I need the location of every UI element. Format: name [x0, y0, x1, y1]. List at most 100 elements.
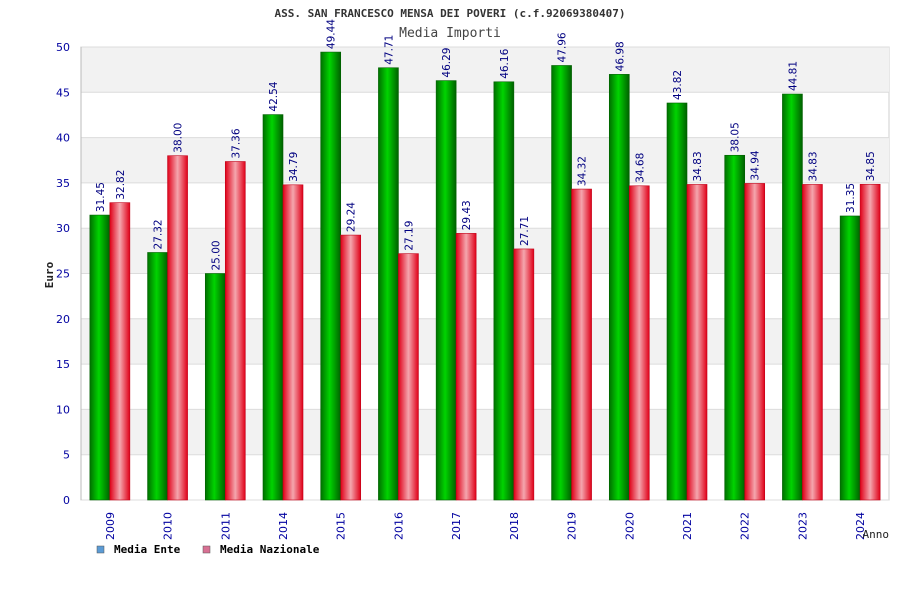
- bar-media-nazionale-2014: [282, 184, 304, 501]
- y-tick-label: 15: [56, 358, 70, 371]
- bar-media-nazionale-2021: [686, 184, 708, 501]
- bar-media-ente-2014: [262, 114, 284, 501]
- x-tick-label-2011: 2011: [219, 512, 232, 540]
- bar-media-nazionale-2020: [628, 185, 650, 501]
- value-label-media-nazionale-2023: 34.83: [807, 151, 819, 181]
- x-tick-label-2016: 2016: [392, 512, 405, 540]
- bar-media-nazionale-2015: [340, 234, 362, 501]
- bar-media-nazionale-2018: [513, 248, 535, 501]
- bar-media-ente-2020: [608, 74, 630, 501]
- value-label-media-nazionale-2010: 38.00: [173, 123, 185, 153]
- value-label-media-nazionale-2021: 34.83: [692, 151, 704, 181]
- grid-band: [81, 47, 889, 93]
- bars: [89, 51, 881, 501]
- value-label-media-ente-2015: 49.44: [326, 19, 338, 49]
- x-tick-label-2024: 2024: [854, 512, 867, 540]
- value-label-media-nazionale-2017: 29.43: [461, 200, 473, 230]
- y-tick-label: 5: [63, 449, 70, 462]
- bar-media-nazionale-2023: [802, 184, 823, 501]
- y-axis-label: Euro: [43, 261, 56, 288]
- grid-band: [81, 137, 889, 183]
- bar-media-nazionale-2024: [859, 183, 881, 501]
- x-axis-ticks: 2009 2010 2011 2014 2015 2016 2017 2018 2019 2020…: [104, 512, 867, 540]
- bar-media-ente-2019: [551, 65, 572, 501]
- y-tick-label: 40: [56, 132, 70, 145]
- y-axis-ticks: 0 5 10 15 20 25 30 35 40 45 50: [56, 41, 70, 507]
- y-tick-label: 45: [56, 86, 70, 99]
- x-tick-label-2015: 2015: [335, 512, 348, 540]
- bar-media-nazionale-2022: [744, 183, 766, 501]
- value-label-media-nazionale-2014: 34.79: [288, 152, 300, 182]
- legend-label-media-ente: Media Ente: [114, 543, 181, 556]
- value-label-media-ente-2023: 44.81: [787, 61, 799, 91]
- value-label-media-ente-2017: 46.29: [441, 48, 453, 78]
- y-tick-label: 25: [56, 268, 70, 281]
- bar-media-ente-2021: [666, 102, 688, 501]
- grid-band: [81, 409, 889, 455]
- bar-media-ente-2009: [89, 214, 111, 501]
- x-tick-label-2022: 2022: [739, 512, 752, 540]
- y-tick-label: 50: [56, 41, 70, 54]
- x-tick-label-2017: 2017: [450, 512, 463, 540]
- x-tick-label-2020: 2020: [623, 512, 636, 540]
- value-label-media-ente-2018: 46.16: [499, 48, 511, 78]
- bar-media-nazionale-2019: [571, 188, 592, 501]
- x-tick-label-2014: 2014: [277, 512, 290, 540]
- bar-media-nazionale-2016: [398, 253, 419, 501]
- bar-media-ente-2022: [724, 154, 746, 501]
- y-tick-label: 10: [56, 403, 70, 416]
- value-label-media-nazionale-2009: 32.82: [115, 170, 127, 200]
- value-label-media-nazionale-2020: 34.68: [634, 153, 646, 183]
- value-label-media-ente-2014: 42.54: [268, 81, 280, 111]
- chart-title: ASS. SAN FRANCESCO MENSA DEI POVERI (c.f…: [275, 7, 626, 20]
- value-label-media-ente-2011: 25.00: [210, 240, 222, 270]
- value-label-media-ente-2022: 38.05: [730, 122, 742, 152]
- x-tick-label-2010: 2010: [162, 512, 175, 540]
- bar-media-nazionale-2017: [455, 233, 477, 501]
- value-label-media-nazionale-2024: 34.85: [865, 151, 877, 181]
- bar-media-ente-2023: [782, 93, 803, 501]
- value-label-media-nazionale-2016: 27.19: [403, 221, 415, 251]
- grid-band: [81, 228, 889, 274]
- chart-subtitle: Media Importi: [399, 26, 501, 41]
- value-label-media-ente-2021: 43.82: [672, 70, 684, 100]
- bar-media-ente-2010: [147, 252, 168, 501]
- bar-media-nazionale-2009: [109, 202, 131, 501]
- value-label-media-ente-2016: 47.71: [383, 35, 395, 65]
- legend-swatch-media-nazionale: [202, 545, 211, 554]
- value-label-media-ente-2010: 27.32: [153, 219, 165, 249]
- legend: Media Ente Media Nazionale: [96, 543, 320, 556]
- value-labels: 31.45 32.82 27.32 38.00 25.00 37.36 42.54 34.79…: [95, 19, 877, 271]
- bar-media-ente-2016: [378, 67, 399, 501]
- x-tick-label-2019: 2019: [566, 512, 579, 540]
- bar-media-ente-2011: [204, 273, 226, 501]
- value-label-media-nazionale-2019: 34.32: [577, 156, 589, 186]
- value-label-media-ente-2024: 31.35: [845, 183, 857, 213]
- bar-media-ente-2017: [435, 80, 457, 501]
- bar-media-nazionale-2010: [167, 155, 188, 501]
- legend-label-media-nazionale: Media Nazionale: [220, 543, 320, 556]
- bar-media-ente-2018: [493, 81, 515, 501]
- y-tick-label: 20: [56, 313, 70, 326]
- x-axis-label: Anno: [863, 528, 890, 541]
- y-tick-label: 30: [56, 222, 70, 235]
- y-tick-label: 0: [63, 494, 70, 507]
- x-tick-label-2018: 2018: [508, 512, 521, 540]
- value-label-media-nazionale-2011: 37.36: [230, 128, 242, 158]
- bar-media-ente-2024: [839, 215, 861, 501]
- x-tick-label-2009: 2009: [104, 512, 117, 540]
- value-label-media-ente-2009: 31.45: [95, 182, 107, 212]
- value-label-media-nazionale-2022: 34.94: [750, 150, 762, 180]
- legend-swatch-media-ente: [96, 545, 105, 554]
- grid-band: [81, 318, 889, 365]
- value-label-media-ente-2020: 46.98: [614, 41, 626, 71]
- bar-media-ente-2015: [320, 51, 342, 501]
- value-label-media-ente-2019: 47.96: [557, 32, 569, 62]
- value-label-media-nazionale-2015: 29.24: [346, 202, 358, 232]
- x-tick-label-2021: 2021: [681, 512, 694, 540]
- y-tick-label: 35: [56, 177, 70, 190]
- x-tick-label-2023: 2023: [796, 512, 809, 540]
- value-label-media-nazionale-2018: 27.71: [519, 216, 531, 246]
- bar-media-nazionale-2011: [224, 161, 246, 501]
